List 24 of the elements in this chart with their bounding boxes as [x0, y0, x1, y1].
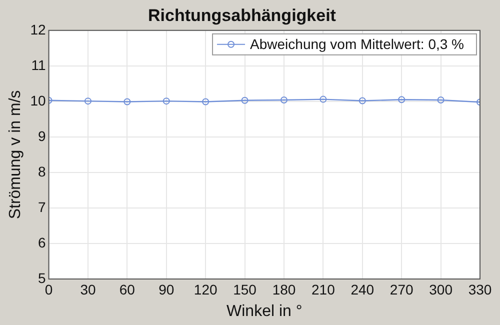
- x-axis-title: Winkel in °: [226, 302, 302, 320]
- chart-title: Richtungsabhängigkeit: [148, 6, 336, 25]
- legend-label: Abweichung vom Mittelwert: 0,3 %: [250, 36, 464, 52]
- y-tick-label: 8: [38, 163, 46, 180]
- x-tick-label: 210: [312, 281, 336, 298]
- y-axis-title: Strömung v in m/s: [7, 90, 24, 220]
- y-tick-label: 6: [38, 234, 46, 250]
- x-tick-label: 150: [233, 281, 257, 298]
- x-tick-label: 90: [158, 281, 174, 298]
- x-tick-label: 240: [350, 281, 374, 298]
- x-tick-label: 0: [44, 281, 53, 298]
- y-tick-label: 5: [38, 270, 46, 286]
- y-tick-label: 9: [38, 128, 46, 144]
- x-tick-label: 30: [80, 281, 96, 298]
- x-tick-label: 300: [429, 281, 453, 298]
- x-tick-label: 120: [194, 281, 218, 298]
- x-tick-label: 330: [468, 281, 492, 298]
- y-tick-label: 11: [31, 56, 46, 73]
- y-tick-label: 10: [30, 92, 46, 108]
- x-tick-label: 180: [272, 281, 296, 298]
- x-tick-label: 270: [390, 281, 414, 298]
- y-tick-label: 7: [38, 198, 46, 215]
- y-tick-label: 12: [30, 21, 46, 38]
- x-tick-label: 60: [119, 281, 136, 298]
